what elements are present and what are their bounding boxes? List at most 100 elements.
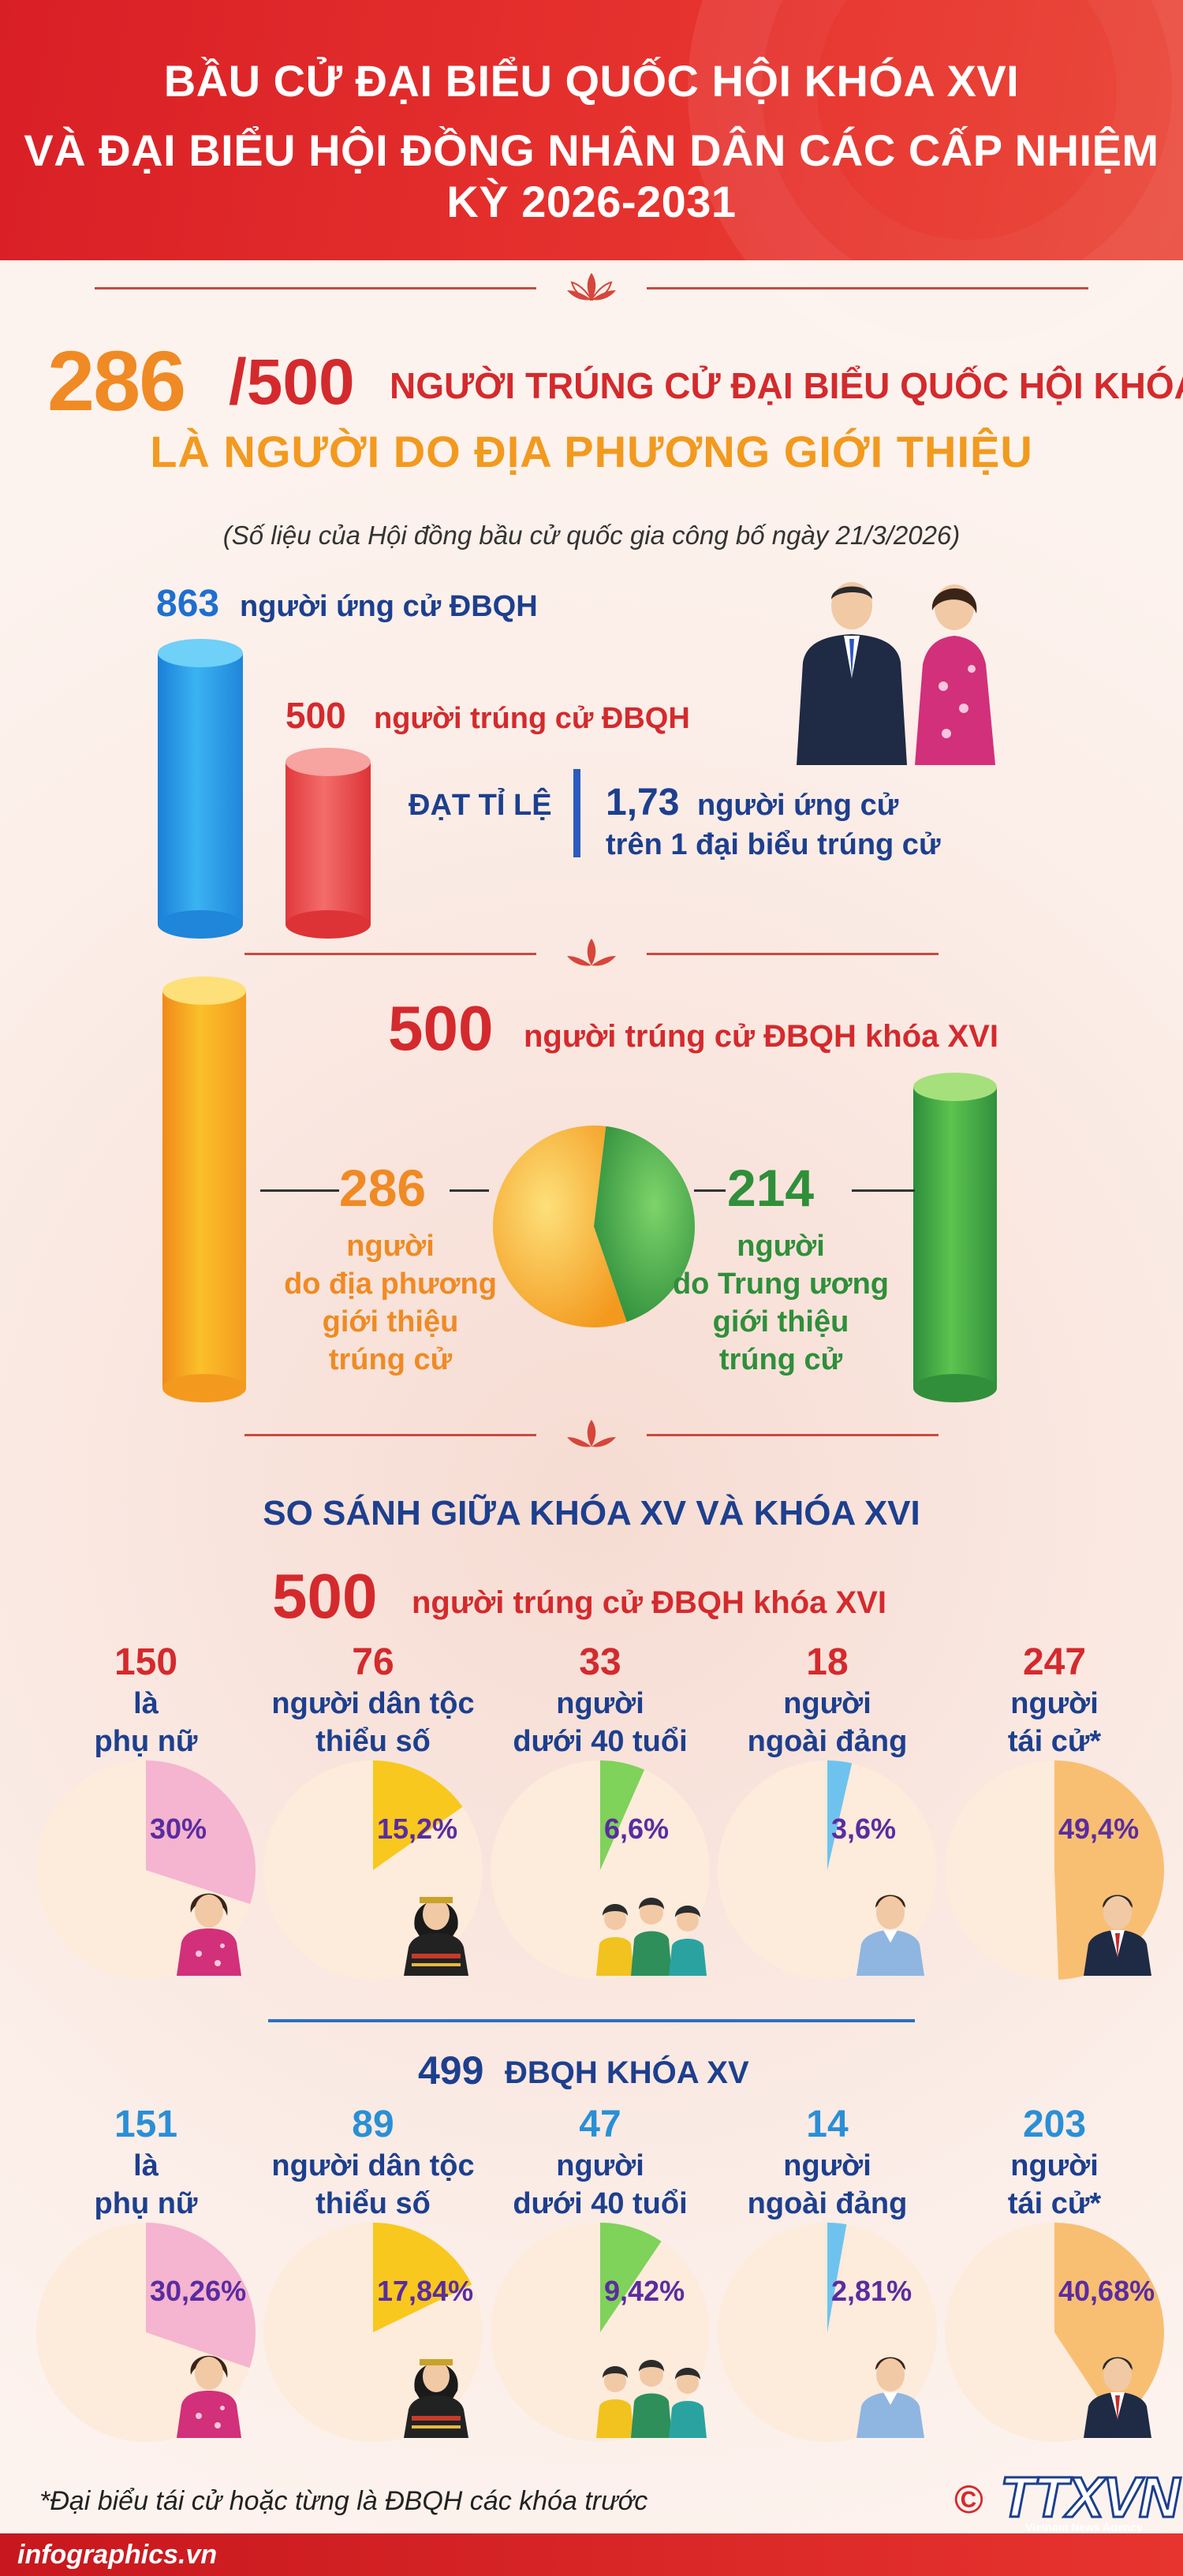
central-label: người do Trung ương giới thiệu trúng cử — [662, 1227, 899, 1379]
split-pie-chart — [493, 1126, 695, 1327]
category-number: 14 — [806, 2104, 849, 2145]
divider-line — [95, 287, 536, 289]
pie-percent-label: 3,6% — [831, 1813, 897, 1845]
xv-number: 499 — [418, 2048, 484, 2093]
ethnic-woman-icon — [393, 1881, 480, 1980]
category-number: 247 — [1022, 1641, 1087, 1683]
category-label-line: người — [783, 2149, 871, 2182]
lotus-icon — [567, 273, 616, 301]
category-number: 33 — [579, 1641, 621, 1683]
pie-percent-label: 15,2% — [377, 1813, 458, 1845]
pie-percent-label: 6,6% — [604, 1813, 670, 1845]
xv-category-1: 89 người dân tộc thiểu số — [259, 2103, 487, 2223]
pie-percent-label: 30% — [150, 1813, 207, 1845]
central-line: giới thiệu — [712, 1305, 849, 1338]
local-line: do địa phương — [284, 1267, 497, 1301]
pie-percent-label: 9,42% — [604, 2275, 685, 2307]
xvi-pie-2 — [491, 1760, 710, 1980]
bar-central — [913, 1073, 997, 1402]
connector-line — [852, 1189, 915, 1192]
category-label-line: tái cử* — [1007, 2187, 1102, 2220]
xv-pie-0 — [36, 2223, 256, 2442]
pie-slice — [373, 1760, 463, 1870]
category-number: 151 — [114, 2104, 178, 2145]
xvi-comparison-row: 150 là phụ nữ 30% 76 người dân tộc thiểu số 15,… — [0, 1641, 1183, 1980]
headline-denominator: /500 — [229, 346, 355, 418]
category-label-line: dưới 40 tuổi — [513, 2187, 688, 2220]
man-suit-icon — [1074, 1881, 1161, 1980]
pie-percent-label: 2,81% — [831, 2275, 912, 2307]
category-number: 47 — [579, 2104, 621, 2145]
man-casual-icon — [847, 2343, 934, 2442]
divider-line — [244, 1434, 536, 1436]
central-line: người — [737, 1230, 825, 1263]
connector-line — [260, 1189, 339, 1192]
split-total-label: người trúng cử ĐBQH khóa XVI — [524, 1019, 998, 1054]
xvi-pie-0 — [36, 1760, 256, 1980]
title-line-2: VÀ ĐẠI BIỂU HỘI ĐỒNG NHÂN DÂN CÁC CẤP NH… — [24, 125, 1159, 226]
candidates-label: người ứng cử ĐBQH — [240, 590, 538, 623]
bar-local — [162, 976, 246, 1402]
pie-percent-label: 49,4% — [1058, 1813, 1140, 1845]
xv-category-3: 14 người ngoài đảng — [713, 2103, 942, 2223]
pie-percent-label: 17,84% — [377, 2275, 474, 2307]
category-label-line: người — [556, 2149, 644, 2182]
ratio-bar-divider — [573, 769, 580, 857]
pie-slice-central — [594, 1126, 695, 1322]
divider-line — [647, 953, 939, 955]
man-suit-icon — [1074, 2343, 1161, 2442]
woman-ao-dai-icon — [166, 2343, 252, 2442]
header-banner: BẦU CỬ ĐẠI BIỂU QUỐC HỘI KHÓA XVI VÀ ĐẠI… — [0, 0, 1183, 369]
local-line: giới thiệu — [322, 1305, 459, 1338]
category-label-line: người dân tộc — [271, 1687, 475, 1720]
pie-slice-local — [493, 1126, 627, 1327]
young-people-icon — [588, 1881, 715, 1980]
compare-title: SO SÁNH GIỮA KHÓA XV VÀ KHÓA XVI — [263, 1494, 920, 1533]
xv-pie-2 — [491, 2223, 710, 2442]
pie-slice — [827, 2223, 847, 2332]
xvi-number: 500 — [272, 1561, 378, 1631]
elected-label: người trúng cử ĐBQH — [374, 702, 690, 735]
pie-slice — [600, 2223, 662, 2332]
title-line-1: BẦU CỬ ĐẠI BIỂU QUỐC HỘI KHÓA XVI — [163, 56, 1020, 106]
xv-category-0: 151 là phụ nữ — [32, 2103, 260, 2223]
category-number: 150 — [114, 1641, 178, 1683]
xv-label: ĐBQH KHÓA XV — [505, 2055, 749, 2090]
connector-line — [694, 1189, 726, 1192]
category-label-line: người dân tộc — [271, 2149, 475, 2182]
category-label-line: là — [133, 2149, 159, 2182]
xv-category-2: 47 người dưới 40 tuổi — [486, 2103, 715, 2223]
ratio-text-2: trên 1 đại biểu trúng cử — [606, 828, 941, 861]
lotus-icon — [567, 1420, 616, 1447]
pie-percent-label: 30,26% — [150, 2275, 247, 2307]
local-label: người do địa phương giới thiệu trúng cử — [260, 1227, 521, 1379]
man-casual-icon — [847, 1881, 934, 1980]
local-line: người — [346, 1230, 435, 1263]
section-separator — [268, 2019, 915, 2022]
headline-text: NGƯỜI TRÚNG CỬ ĐẠI BIỂU QUỐC HỘI KHÓA XV… — [390, 365, 1183, 406]
site-link[interactable]: infographics.vn — [17, 2540, 218, 2570]
lotus-icon — [567, 939, 616, 966]
category-label-line: dưới 40 tuổi — [513, 1725, 688, 1758]
bar-candidates — [158, 639, 243, 939]
category-label-line: là — [133, 1687, 159, 1720]
pie-slice — [827, 1760, 853, 1870]
local-line: trúng cử — [328, 1343, 453, 1376]
xvi-category-1: 76 người dân tộc thiểu số — [259, 1641, 487, 1760]
xvi-category-4: 247 người tái cử* — [940, 1641, 1169, 1760]
ethnic-woman-icon — [393, 2343, 480, 2442]
central-line: trúng cử — [718, 1343, 843, 1376]
young-people-icon — [588, 2343, 715, 2442]
connector-line — [450, 1189, 489, 1192]
pie-slice — [600, 1760, 645, 1870]
xvi-label: người trúng cử ĐBQH khóa XVI — [412, 1585, 886, 1620]
category-label-line: người — [783, 1687, 871, 1720]
category-number: 203 — [1022, 2104, 1087, 2145]
category-label-line: phụ nữ — [94, 1725, 198, 1758]
category-label-line: thiểu số — [315, 2187, 431, 2220]
pie-slice — [146, 1760, 256, 1904]
footnote: *Đại biểu tái cử hoặc từng là ĐBQH các k… — [39, 2486, 648, 2516]
category-label-line: tái cử* — [1007, 1725, 1102, 1758]
headline-number: 286 — [47, 333, 186, 428]
category-label-line: người — [1010, 1687, 1099, 1720]
